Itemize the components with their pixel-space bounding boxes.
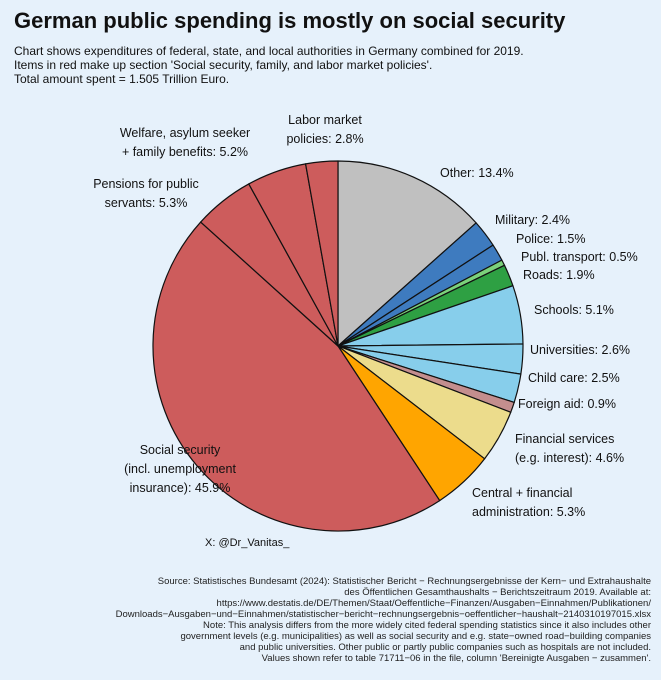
pie-slice-other: [337, 160, 477, 347]
source-line: Note: This analysis differs from the mor…: [203, 620, 651, 631]
pie-slice-social-security-incl-unemployment-insurance: [152, 221, 441, 532]
slice-label-financial-services-e-g-interest: Financial services (e.g. interest): 4.6%: [515, 432, 624, 465]
source-note: Source: Statistisches Bundesamt (2024): …: [11, 576, 651, 664]
slice-label-foreign-aid: Foreign aid: 0.9%: [518, 397, 616, 411]
author-handle: X: @Dr_Vanitas_: [205, 537, 290, 549]
slice-label-universities: Universities: 2.6%: [530, 343, 630, 357]
source-line: Values shown refer to table 71711−06 in …: [261, 653, 651, 664]
source-line: des Öffentlichen Gesamthaushalts − Beric…: [344, 587, 651, 598]
source-line: government levels (e.g. municipalities) …: [180, 631, 651, 642]
source-line: Downloads−Ausgaben−und−Einnahmen/statist…: [115, 609, 651, 620]
slice-label-child-care: Child care: 2.5%: [528, 371, 620, 385]
slice-label-social-security-incl-unemployment-insurance: Social security (incl. unemployment insura…: [124, 443, 236, 495]
subtitle-line-1: Chart shows expenditures of federal, sta…: [14, 44, 524, 58]
slice-label-schools: Schools: 5.1%: [534, 303, 614, 317]
pie-slice-labor-market-policies: [304, 160, 339, 347]
slice-label-military: Military: 2.4%: [495, 213, 570, 227]
slice-label-pensions-for-public-servants: Pensions for public servants: 5.3%: [93, 177, 199, 210]
source-line: Source: Statistisches Bundesamt (2024): …: [157, 576, 651, 587]
slice-label-labor-market-policies: Labor market policies: 2.8%: [286, 113, 363, 146]
subtitle-line-3: Total amount spent = 1.505 Trillion Euro…: [14, 72, 230, 86]
chart-title: German public spending is mostly on soci…: [14, 8, 566, 33]
subtitle-line-2: Items in red make up section 'Social sec…: [14, 58, 433, 72]
slice-label-welfare-asylum-seeker-family-benefits: Welfare, asylum seeker + family benefits:…: [120, 126, 250, 159]
slice-label-roads: Roads: 1.9%: [523, 268, 595, 282]
pie-chart: Other: 13.4% Military: 2.4% Police: 1.5% Pu…: [93, 113, 638, 532]
source-line: and public universities. Other public or…: [239, 642, 651, 653]
slice-label-central-financial-administration: Central + financial administration: 5.3%: [472, 486, 585, 519]
slice-label-publ-transport: Publ. transport: 0.5%: [521, 250, 638, 264]
slice-label-other: Other: 13.4%: [440, 166, 514, 180]
slice-label-police: Police: 1.5%: [516, 232, 585, 246]
source-line: https://www.destatis.de/DE/Themen/Staat/…: [216, 598, 651, 609]
